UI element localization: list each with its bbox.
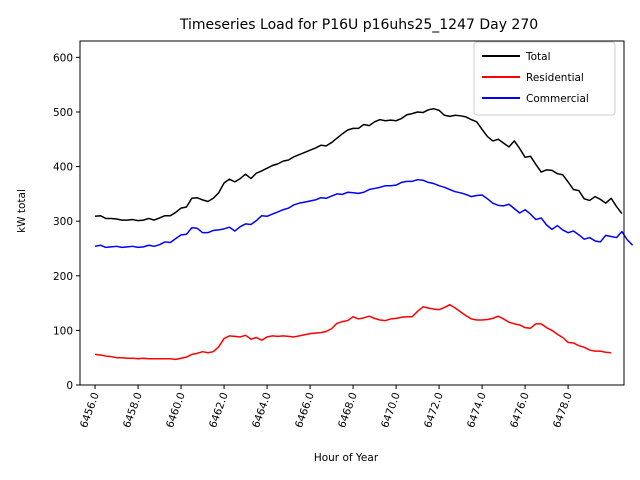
y-tick-label: 500 [53, 107, 73, 119]
y-tick-label: 400 [53, 162, 73, 174]
x-tick-label: 6476.0 [508, 391, 532, 430]
y-tick-label: 200 [53, 271, 73, 283]
y-tick-label: 300 [53, 216, 73, 228]
x-tick-label: 6458.0 [121, 391, 145, 430]
legend-label-total: Total [525, 51, 551, 63]
series-line-residential [94, 303, 612, 361]
y-axis-label: kW total [16, 189, 28, 233]
x-tick-label: 6470.0 [379, 391, 403, 430]
axes-frame [79, 40, 625, 386]
x-tick-label: 6460.0 [164, 391, 188, 430]
chart-title: Timeseries Load for P16U p16uhs25_1247 D… [179, 17, 538, 33]
x-tick-label: 6456.0 [78, 391, 102, 430]
legend: Total Residential Commercial [473, 41, 616, 116]
x-tick-label: 6466.0 [293, 391, 317, 430]
legend-box [473, 41, 616, 116]
legend-label-commercial: Commercial [526, 93, 589, 105]
x-tick-label: 6468.0 [336, 391, 360, 430]
y-tick-label: 600 [53, 52, 73, 64]
series-line-total [94, 107, 623, 222]
x-tick-label: 6462.0 [207, 391, 231, 430]
y-tick-label: 0 [66, 380, 73, 392]
x-tick-label: 6464.0 [250, 391, 274, 430]
y-tick-label: 100 [53, 325, 73, 337]
x-tick-label: 6478.0 [551, 391, 575, 430]
x-tick-label: 6472.0 [422, 391, 446, 430]
legend-label-residential: Residential [526, 72, 584, 84]
x-tick-label: 6474.0 [465, 391, 489, 430]
x-axis-label: Hour of Year [314, 452, 379, 464]
series-line-commercial [94, 178, 634, 249]
